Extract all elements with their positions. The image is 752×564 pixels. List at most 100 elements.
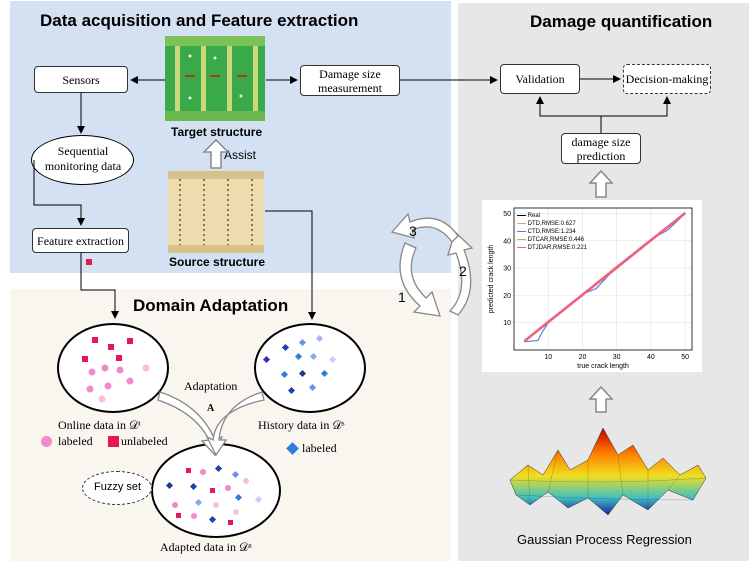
- adapted-point: [213, 502, 219, 508]
- y-tick-label: 20: [503, 293, 511, 300]
- legend-label: DTCAR,RMSE:0.446: [527, 237, 585, 243]
- online-labeled-point: [126, 377, 134, 385]
- target-structure-label: Target structure: [171, 125, 263, 139]
- decision-making-box: Decision-making: [623, 64, 711, 94]
- feature-extraction-box: Feature extraction: [32, 228, 129, 253]
- legend-entry: DTJDAR,RMSE:0.221: [517, 244, 587, 252]
- adapted-data-ellipse: [151, 443, 281, 538]
- history-labeled-point: [294, 352, 303, 361]
- labeled-legend-label: labeled: [58, 434, 93, 448]
- online-unlabeled-point: [92, 337, 98, 343]
- adapted-point: [208, 515, 217, 524]
- legend-swatch: [517, 222, 526, 224]
- y-tick-label: 50: [503, 211, 511, 218]
- marker-a-label: A: [207, 403, 215, 414]
- x-tick-label: 50: [681, 354, 689, 361]
- arrow-source-to-history: [265, 210, 316, 320]
- history-labeled-point: [298, 369, 307, 378]
- adapted-point: [176, 513, 181, 518]
- online-labeled-point: [88, 368, 96, 376]
- adapted-point: [243, 478, 249, 484]
- history-labeled-legend-label: labeled: [302, 441, 337, 455]
- adapted-point: [231, 470, 240, 479]
- legend-swatch: [517, 230, 526, 232]
- online-data-label: Online data in 𝒟ᵗ: [58, 418, 141, 432]
- source-structure-label: Source structure: [169, 255, 266, 269]
- legend-swatch: [517, 214, 526, 216]
- arrow-prediction-to-decision: [601, 96, 671, 117]
- online-unlabeled-point: [108, 344, 114, 350]
- cycle-step-2: 2: [459, 263, 467, 279]
- legend-entry: Real: [517, 212, 587, 220]
- adaptation-label: Adaptation: [184, 379, 238, 393]
- sequential-data-ellipse: [31, 135, 134, 185]
- assist-arrow-icon: [202, 138, 230, 169]
- legend-label: DTJDAR,RMSE:0.221: [527, 245, 588, 251]
- history-labeled-point: [287, 386, 296, 395]
- online-labeled-point: [86, 385, 94, 393]
- history-labeled-point: [308, 383, 317, 392]
- adapted-point: [233, 509, 239, 515]
- history-data-label: History data in 𝒟ˢ: [258, 418, 345, 432]
- acquisition-title: Data acquisition and Feature extraction: [40, 11, 359, 30]
- x-tick-label: 10: [544, 354, 552, 361]
- adapted-point: [254, 495, 263, 504]
- online-labeled-point: [98, 395, 106, 403]
- online-unlabeled-point: [127, 338, 133, 344]
- adapted-point: [234, 493, 243, 502]
- history-data-ellipse: [254, 323, 366, 413]
- online-labeled-point: [142, 364, 150, 372]
- source-structure-image: [168, 171, 264, 253]
- arrow-sequential-to-feature: [33, 160, 85, 226]
- online-data-points: [82, 337, 150, 403]
- chart-legend: Real DTD,RMSE:0.627 CTD,RMSE:1.234 DTCAR…: [517, 212, 587, 252]
- assist-label: Assist: [224, 148, 257, 162]
- series-line: [523, 212, 686, 343]
- adapted-point: [191, 513, 197, 519]
- source-structure-graphic: [168, 171, 264, 253]
- legend-label: Real: [527, 213, 541, 219]
- history-labeled-point: [315, 334, 324, 343]
- target-structure-image: [165, 36, 265, 121]
- adapted-data-points: [165, 464, 263, 525]
- adapted-point: [214, 464, 223, 473]
- x-axis-label: true crack length: [577, 363, 629, 370]
- chart-to-prediction-arrow-icon: [588, 169, 614, 198]
- y-tick-label: 10: [503, 320, 511, 327]
- legend-entry: DTCAR,RMSE:0.446: [517, 236, 587, 244]
- prediction-chart: 10 20 30 40 50 10 20 30 40 50 true crack length pre…: [482, 200, 702, 372]
- history-data-points: [262, 334, 337, 395]
- adapted-point: [186, 468, 191, 473]
- legend-label: DTD,RMSE:0.627: [527, 221, 576, 227]
- cycle-step-1: 1: [398, 289, 406, 305]
- legend-entry: DTD,RMSE:0.627: [517, 220, 587, 228]
- arrow-prediction-to-validation: [536, 96, 602, 133]
- adapted-point: [225, 485, 231, 491]
- adapted-point: [210, 488, 215, 493]
- online-data-ellipse: [57, 323, 169, 413]
- y-axis-label: predicted crack length: [488, 245, 495, 314]
- history-labeled-point: [298, 338, 307, 347]
- history-labeled-point: [328, 355, 337, 364]
- x-tick-label: 30: [613, 354, 621, 361]
- online-labeled-point: [101, 364, 109, 372]
- unlabeled-square-legend-icon: [108, 436, 119, 447]
- damage-size-measurement-box: Damage size measurement: [300, 65, 400, 96]
- legend-swatch: [517, 246, 526, 248]
- online-unlabeled-point: [82, 356, 88, 362]
- online-labeled-point: [116, 366, 124, 374]
- legend-entry: CTD,RMSE:1.234: [517, 228, 587, 236]
- feature-square-marker: [86, 259, 92, 265]
- gpr-surface-image: [508, 420, 708, 520]
- labeled-circle-legend-icon: [41, 436, 52, 447]
- adapted-data-label: Adapted data in 𝒟ᵃ: [160, 540, 252, 554]
- legend-label: CTD,RMSE:1.234: [527, 229, 576, 235]
- gpr-label: Gaussian Process Regression: [517, 532, 692, 547]
- cycle-step-3: 3: [409, 223, 417, 239]
- adapted-point: [165, 481, 174, 490]
- online-labeled-point: [104, 382, 112, 390]
- damage-quantification-title: Damage quantification: [530, 12, 713, 31]
- validation-box: Validation: [500, 64, 580, 94]
- legend-swatch: [517, 238, 526, 240]
